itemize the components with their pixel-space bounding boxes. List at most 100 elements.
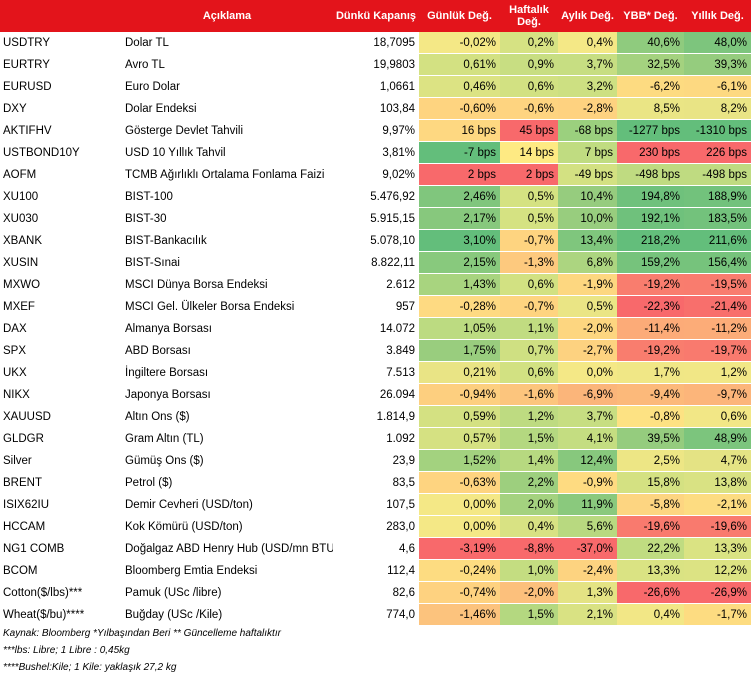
cell-code: NIKX: [0, 383, 121, 406]
header-ytd-change: YBB* Değ.: [617, 0, 684, 32]
cell-daily-change: -3,19%: [419, 537, 500, 560]
cell-weekly-change: 2,2%: [500, 471, 558, 494]
cell-close: 3.849: [333, 339, 419, 362]
cell-monthly-change: -2,7%: [558, 339, 617, 362]
table-row: NIKX Japonya Borsası 26.094 -0,94% -1,6% -6,9…: [0, 383, 751, 406]
cell-ytd-change: 218,2%: [617, 229, 684, 252]
cell-ytd-change: 13,3%: [617, 559, 684, 582]
cell-yearly-change: -498 bps: [684, 163, 751, 186]
cell-ytd-change: 0,4%: [617, 603, 684, 626]
cell-weekly-change: 1,1%: [500, 317, 558, 340]
cell-monthly-change: 0,0%: [558, 361, 617, 384]
cell-close: 5.078,10: [333, 229, 419, 252]
cell-code: Cotton($/lbs)***: [0, 581, 121, 604]
cell-description: TCMB Ağırlıklı Ortalama Fonlama Faizi: [121, 163, 333, 186]
cell-description: BIST-Bankacılık: [121, 229, 333, 252]
table-row: USTBOND10Y USD 10 Yıllık Tahvil 3,81% -7 bp…: [0, 141, 751, 164]
cell-close: 18,7095: [333, 32, 419, 54]
cell-ytd-change: 32,5%: [617, 53, 684, 76]
cell-description: Gümüş Ons ($): [121, 449, 333, 472]
cell-monthly-change: 11,9%: [558, 493, 617, 516]
cell-weekly-change: 0,5%: [500, 185, 558, 208]
cell-daily-change: 2,46%: [419, 185, 500, 208]
cell-daily-change: 2 bps: [419, 163, 500, 186]
table-row: DAX Almanya Borsası 14.072 1,05% 1,1% -2,0% -1…: [0, 317, 751, 340]
cell-ytd-change: 230 bps: [617, 141, 684, 164]
cell-monthly-change: -0,9%: [558, 471, 617, 494]
table-row: XUSIN BIST-Sınai 8.822,11 2,15% -1,3% 6,8% 159…: [0, 251, 751, 274]
cell-close: 9,02%: [333, 163, 419, 186]
table-row: XU100 BIST-100 5.476,92 2,46% 0,5% 10,4% 194,8…: [0, 185, 751, 208]
table-row: XAUUSD Altın Ons ($) 1.814,9 0,59% 1,2% 3,7% -…: [0, 405, 751, 428]
cell-monthly-change: 5,6%: [558, 515, 617, 538]
cell-description: İngiltere Borsası: [121, 361, 333, 384]
cell-close: 82,6: [333, 581, 419, 604]
cell-description: Gram Altın (TL): [121, 427, 333, 450]
cell-ytd-change: -6,2%: [617, 75, 684, 98]
cell-close: 1.092: [333, 427, 419, 450]
cell-monthly-change: -2,4%: [558, 559, 617, 582]
cell-daily-change: 2,17%: [419, 207, 500, 230]
cell-weekly-change: -0,7%: [500, 229, 558, 252]
cell-daily-change: 2,15%: [419, 251, 500, 274]
cell-weekly-change: 0,6%: [500, 361, 558, 384]
table-row: HCCAM Kok Kömürü (USD/ton) 283,0 0,00% 0,4% 5…: [0, 515, 751, 538]
cell-code: ISIX62IU: [0, 493, 121, 516]
cell-monthly-change: 10,0%: [558, 207, 617, 230]
cell-yearly-change: 188,9%: [684, 185, 751, 208]
cell-daily-change: -0,28%: [419, 295, 500, 318]
table-row: AOFM TCMB Ağırlıklı Ortalama Fonlama Faiz…: [0, 163, 751, 186]
cell-code: DAX: [0, 317, 121, 340]
cell-yearly-change: 8,2%: [684, 97, 751, 120]
cell-weekly-change: 1,0%: [500, 559, 558, 582]
cell-weekly-change: 1,4%: [500, 449, 558, 472]
cell-weekly-change: 0,4%: [500, 515, 558, 538]
cell-ytd-change: -9,4%: [617, 383, 684, 406]
cell-weekly-change: 0,9%: [500, 53, 558, 76]
cell-weekly-change: 2 bps: [500, 163, 558, 186]
cell-weekly-change: 1,5%: [500, 427, 558, 450]
cell-weekly-change: 14 bps: [500, 141, 558, 164]
cell-yearly-change: -26,9%: [684, 581, 751, 604]
cell-yearly-change: -19,5%: [684, 273, 751, 296]
header-yearly-change: Yıllık Değ.: [684, 0, 751, 32]
cell-close: 83,5: [333, 471, 419, 494]
cell-code: NG1 COMB: [0, 537, 121, 560]
cell-weekly-change: 0,6%: [500, 75, 558, 98]
header-description: Açıklama: [121, 0, 333, 32]
cell-yearly-change: 1,2%: [684, 361, 751, 384]
header-code: [0, 0, 121, 32]
cell-code: XBANK: [0, 229, 121, 252]
cell-daily-change: 0,00%: [419, 515, 500, 538]
cell-ytd-change: -498 bps: [617, 163, 684, 186]
cell-description: Japonya Borsası: [121, 383, 333, 406]
cell-description: Avro TL: [121, 53, 333, 76]
cell-ytd-change: -0,8%: [617, 405, 684, 428]
cell-ytd-change: -22,3%: [617, 295, 684, 318]
footnote-libre: ***lbs: Libre; 1 Libre : 0,45kg: [3, 645, 130, 656]
cell-yearly-change: 48,0%: [684, 32, 751, 54]
cell-close: 23,9: [333, 449, 419, 472]
cell-ytd-change: 39,5%: [617, 427, 684, 450]
cell-description: BIST-30: [121, 207, 333, 230]
table-row: GLDGR Gram Altın (TL) 1.092 0,57% 1,5% 4,1% 39…: [0, 427, 751, 450]
cell-description: BIST-100: [121, 185, 333, 208]
cell-close: 26.094: [333, 383, 419, 406]
cell-daily-change: 1,52%: [419, 449, 500, 472]
cell-daily-change: 0,00%: [419, 493, 500, 516]
cell-yearly-change: 48,9%: [684, 427, 751, 450]
table-row: DXY Dolar Endeksi 103,84 -0,60% -0,6% -2,8% 8,…: [0, 97, 751, 120]
cell-description: ABD Borsası: [121, 339, 333, 362]
footnote-source: Kaynak: Bloomberg *Yılbaşından Beri ** G…: [3, 628, 281, 639]
cell-code: UKX: [0, 361, 121, 384]
table-row: USDTRY Dolar TL 18,7095 -0,02% 0,2% 0,4% 40,6%…: [0, 32, 751, 54]
header-daily-change: Günlük Değ.: [419, 0, 500, 32]
cell-description: USD 10 Yıllık Tahvil: [121, 141, 333, 164]
table-row: UKX İngiltere Borsası 7.513 0,21% 0,6% 0,0% 1,…: [0, 361, 751, 384]
cell-ytd-change: -1277 bps: [617, 119, 684, 142]
cell-description: Petrol ($): [121, 471, 333, 494]
cell-close: 957: [333, 295, 419, 318]
cell-ytd-change: 22,2%: [617, 537, 684, 560]
table-row: NG1 COMB Doğalgaz ABD Henry Hub (USD/mn B…: [0, 537, 751, 560]
